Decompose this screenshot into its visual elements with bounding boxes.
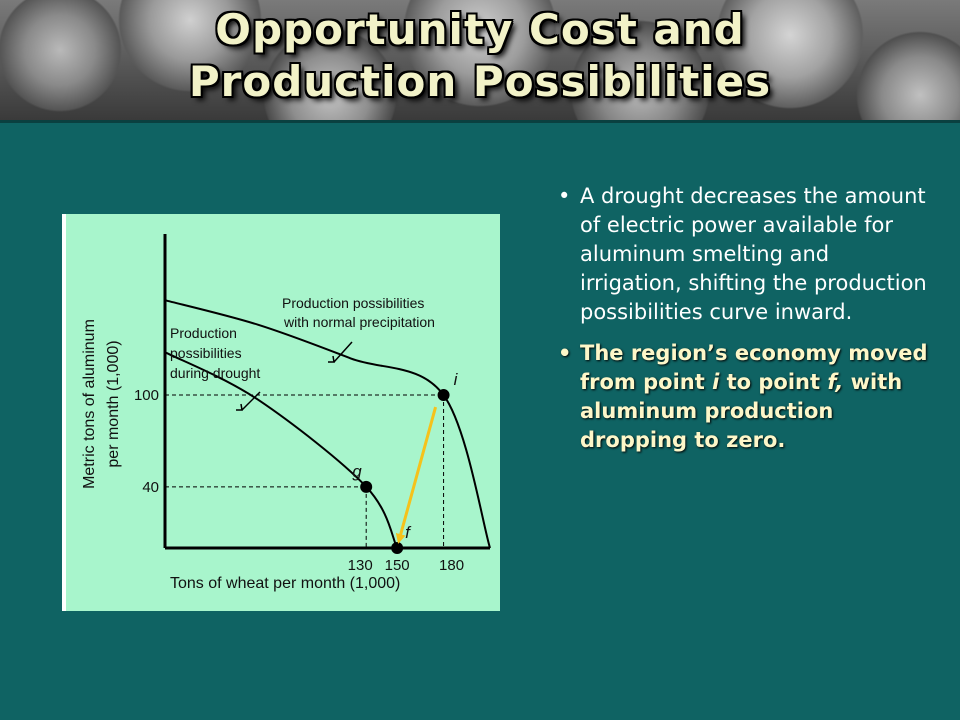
point-g (360, 480, 373, 493)
point-label-i: i (454, 370, 459, 389)
y-tick-40: 40 (142, 479, 159, 496)
bullet-item-2: The region’s economy moved from point i … (552, 339, 932, 455)
y-axis-title-line2: per month (1,000) (105, 340, 122, 467)
x-axis-title: Tons of wheat per month (1,000) (170, 575, 400, 592)
pointer-normal (333, 341, 353, 363)
label-normal-line1: Production possibilities (282, 295, 424, 311)
point-f (391, 542, 404, 554)
point-label-f: f (405, 523, 412, 542)
x-tick-130: 130 (348, 557, 373, 574)
pointer-normal-head (328, 355, 335, 363)
bullet-item-1: A drought decreases the amount of electr… (552, 182, 932, 327)
slide-title: Opportunity Cost and Production Possibil… (0, 4, 960, 108)
y-tick-100: 100 (134, 387, 159, 404)
title-line-2: Production Possibilities (188, 57, 772, 106)
pointer-drought (241, 391, 261, 411)
label-normal-line2: with normal precipitation (283, 314, 435, 330)
point-label-g: g (352, 462, 362, 481)
point-i (437, 389, 450, 402)
header-banner: Opportunity Cost and Production Possibil… (0, 0, 960, 123)
ppc-chart-svg: 100 40 130 150 180 i g f Production possibilit… (81, 234, 491, 592)
label-drought-line1: Production (170, 325, 237, 341)
x-tick-180: 180 (439, 557, 464, 574)
bullet2-part3: with aluminum production dropping to zer… (580, 370, 903, 452)
label-drought-line2: possibilities (170, 345, 242, 361)
bullet2-point-i: i (712, 370, 720, 394)
label-drought-line3: during drought (170, 365, 260, 381)
bullet-list: A drought decreases the amount of electr… (552, 182, 932, 467)
x-tick-150: 150 (385, 557, 410, 574)
bullet2-part1: The region’s economy moved from point (580, 341, 928, 394)
pointer-drought-head (236, 403, 243, 411)
curve-normal-precipitation (164, 299, 491, 549)
title-line-1: Opportunity Cost and (215, 5, 745, 54)
ppc-chart: 100 40 130 150 180 i g f Production possibilit… (62, 214, 500, 611)
bullet2-point-f: f, (827, 370, 844, 394)
bullet2-part2: to point (719, 370, 828, 394)
y-axis-title-line1: Metric tons of aluminum (81, 319, 98, 489)
curve-drought (164, 351, 399, 549)
movement-arrow (395, 406, 438, 544)
